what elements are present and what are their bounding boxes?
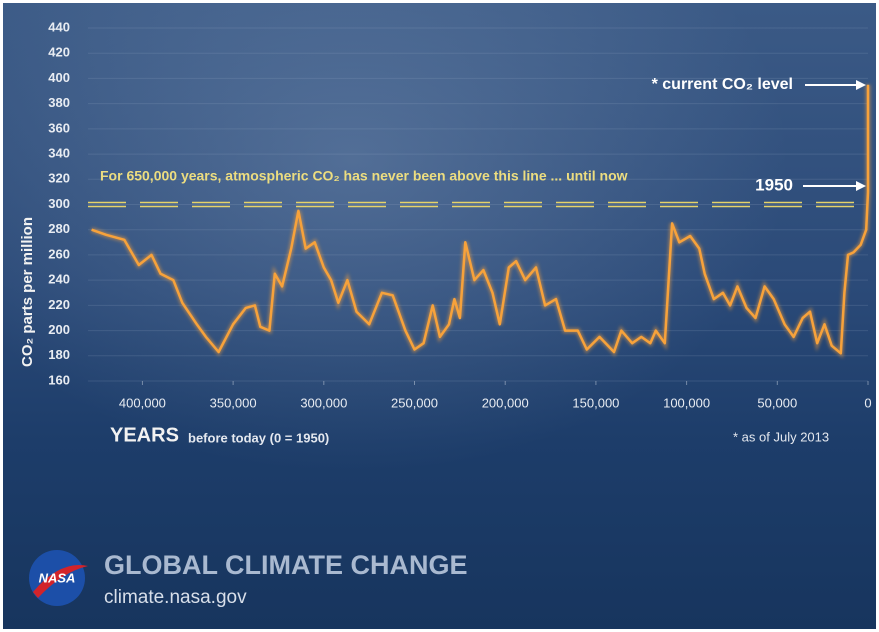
brand-url: climate.nasa.gov [104,587,247,608]
y-tick-label: 420 [48,45,70,60]
logo-text: NASA [39,570,76,585]
x-tick-label: 0 [864,395,871,410]
y-tick-label: 260 [48,246,70,261]
background-haze [3,3,876,629]
y-tick-label: 440 [48,19,70,34]
y-tick-label: 360 [48,120,70,135]
y-tick-label: 380 [48,95,70,110]
x-tick-label: 350,000 [210,395,257,410]
y-tick-label: 280 [48,221,70,236]
current-level-label: * current CO₂ level [652,76,793,93]
x-tick-label: 300,000 [300,395,347,410]
y-tick-label: 340 [48,146,70,161]
y-tick-label: 200 [48,322,70,337]
year-1950-label: 1950 [755,175,793,194]
x-tick-label: 150,000 [572,395,619,410]
x-tick-label: 50,000 [757,395,797,410]
brand-title: GLOBAL CLIMATE CHANGE [104,550,468,580]
y-tick-label: 180 [48,347,70,362]
y-tick-label: 240 [48,272,70,287]
x-tick-label: 400,000 [119,395,166,410]
x-axis-label: YEARS [110,424,179,446]
chart: 160 180 200 220 240 260 280 300 320 340 360 380 400 4… [0,0,879,632]
footnote: * as of July 2013 [733,429,829,444]
x-tick-label: 100,000 [663,395,710,410]
y-tick-label: 320 [48,171,70,186]
threshold-note: For 650,000 years, atmospheric CO₂ has n… [100,168,628,184]
y-axis-label: CO₂ parts per million [19,217,36,367]
x-axis-note: before today (0 = 1950) [188,430,329,445]
x-tick-label: 250,000 [391,395,438,410]
y-tick-label: 300 [48,196,70,211]
y-tick-label: 160 [48,372,70,387]
page: 160 180 200 220 240 260 280 300 320 340 360 380 400 4… [0,0,879,632]
y-tick-label: 220 [48,297,70,312]
y-tick-label: 400 [48,70,70,85]
x-tick-label: 200,000 [482,395,529,410]
